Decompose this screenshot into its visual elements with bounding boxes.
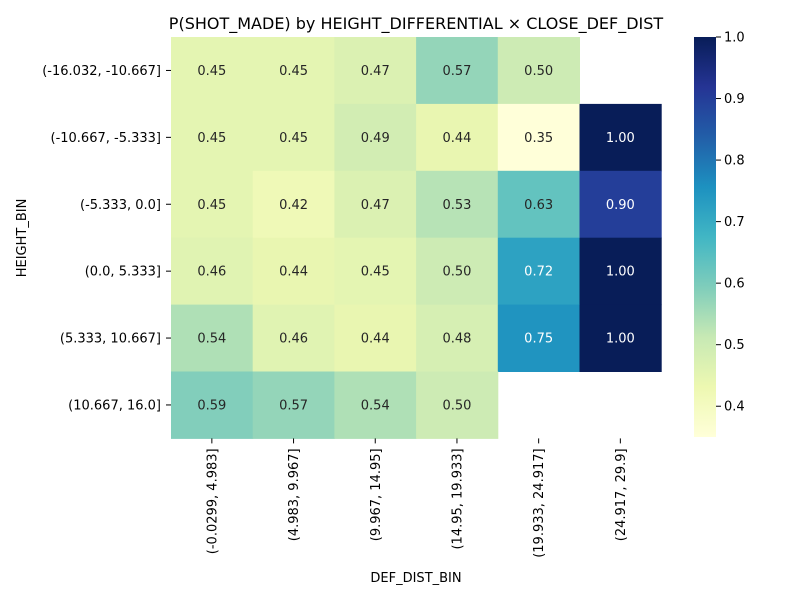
heatmap-cell [497, 304, 580, 372]
y-tick-label: (-10.667, -5.333] [51, 131, 162, 146]
cell-value-label: 0.59 [197, 398, 226, 413]
cell-value-label: 0.47 [361, 64, 390, 79]
cell-value-label: 0.47 [361, 198, 390, 213]
cell-value-label: 0.49 [361, 131, 390, 146]
heatmap-cell [171, 237, 254, 306]
cell-value-label: 0.72 [524, 265, 553, 280]
heatmap-cell [171, 371, 254, 439]
y-tick-label: (-5.333, 0.0] [80, 198, 161, 213]
heatmap-cell [497, 103, 580, 172]
cell-value-label: 0.45 [279, 131, 308, 146]
heatmap-cell [416, 103, 499, 172]
x-tick-label: (9.967, 14.95] [369, 448, 384, 541]
cell-value-label: 0.63 [524, 198, 553, 213]
cell-value-label: 0.50 [442, 265, 471, 280]
cell-value-label: 0.54 [361, 398, 390, 413]
heatmap-cell [252, 103, 335, 172]
colorbar-tick-label: 0.8 [724, 154, 745, 169]
y-tick-label: (-16.032, -10.667] [42, 64, 161, 79]
x-tick-label: (24.917, 29.9] [614, 448, 629, 541]
heatmap-cell [416, 304, 499, 372]
heatmap-cell [579, 304, 662, 372]
heatmap-cell [416, 237, 499, 306]
cell-value-label: 0.57 [442, 64, 471, 79]
x-axis-label: DEF_DIST_BIN [370, 571, 461, 586]
heatmap-cell [334, 237, 417, 306]
cell-value-label: 0.48 [442, 332, 471, 347]
colorbar-tick-label: 0.4 [724, 400, 745, 415]
heatmap-cell [416, 170, 499, 239]
y-tick-label: (0.0, 5.333] [85, 265, 161, 280]
cell-value-label: 0.57 [279, 398, 308, 413]
cell-value-label: 0.44 [442, 131, 471, 146]
y-tick-label: (5.333, 10.667] [60, 332, 161, 347]
colorbar-tick-label: 0.9 [724, 92, 745, 107]
colorbar-tick-label: 0.5 [724, 338, 745, 353]
y-axis-ticks: (-16.032, -10.667] (-10.667, -5.333] (-5.3… [42, 64, 171, 413]
heatmap-cell [497, 170, 580, 239]
heatmap-cell [252, 170, 335, 239]
heatmap-cell [416, 371, 499, 439]
heatmap-cell [171, 37, 254, 105]
colorbar-tick-label: 0.7 [724, 215, 745, 230]
heatmap-cell [497, 37, 580, 105]
cell-value-label: 0.45 [197, 64, 226, 79]
cell-value-label: 0.46 [279, 332, 308, 347]
heatmap-cell [579, 237, 662, 306]
cell-value-label: 0.45 [361, 265, 390, 280]
y-axis-label: HEIGHT_BIN [15, 199, 30, 278]
heatmap-cell [252, 371, 335, 439]
heatmap-cell [416, 37, 499, 105]
cell-value-label: 0.45 [197, 131, 226, 146]
heatmap-cell [171, 170, 254, 239]
cell-value-label: 0.42 [279, 198, 308, 213]
cell-value-label: 0.90 [606, 198, 635, 213]
heatmap-cell [334, 170, 417, 239]
cell-value-label: 1.00 [606, 131, 635, 146]
cell-value-label: 1.00 [606, 332, 635, 347]
cell-value-label: 0.45 [279, 64, 308, 79]
heatmap-cell [579, 170, 662, 239]
heatmap-cell [334, 103, 417, 172]
colorbar: 0.4 0.5 0.6 0.7 0.8 0.9 1.0 [694, 31, 745, 437]
cell-value-label: 0.54 [197, 332, 226, 347]
heatmap-cell [252, 37, 335, 105]
heatmap-cell [252, 304, 335, 372]
y-tick-label: (10.667, 16.0] [68, 398, 161, 413]
heatmap-cell [171, 304, 254, 372]
heatmap-cell [334, 37, 417, 105]
x-tick-label: (14.95, 19.933] [450, 448, 465, 549]
heatmap-cell [171, 103, 254, 172]
cell-value-label: 0.75 [524, 332, 553, 347]
heatmap-cells: 0.45 0.45 0.47 0.57 0.50 0.45 0.45 0.49 0.44 0.35… [171, 37, 662, 439]
cell-value-label: 0.44 [361, 332, 390, 347]
cell-value-label: 1.00 [606, 265, 635, 280]
x-tick-label: (4.983, 9.967] [287, 448, 302, 541]
heatmap-cell [497, 237, 580, 306]
x-axis-ticks: (-0.0299, 4.983] (4.983, 9.967] (9.967, 14… [205, 438, 629, 558]
cell-value-label: 0.45 [197, 198, 226, 213]
cell-value-label: 0.35 [524, 131, 553, 146]
colorbar-tick-label: 0.6 [724, 277, 745, 292]
cell-value-label: 0.50 [442, 398, 471, 413]
heatmap-cell [252, 237, 335, 306]
cell-value-label: 0.50 [524, 64, 553, 79]
heatmap-cell [334, 371, 417, 439]
colorbar-gradient [694, 37, 716, 437]
chart-title: P(SHOT_MADE) by HEIGHT_DIFFERENTIAL × CL… [169, 14, 664, 34]
cell-value-label: 0.53 [442, 198, 471, 213]
colorbar-tick-label: 1.0 [724, 31, 745, 46]
x-tick-label: (-0.0299, 4.983] [205, 448, 220, 554]
heatmap-cell [579, 103, 662, 172]
heatmap-cell [334, 304, 417, 372]
cell-value-label: 0.44 [279, 265, 308, 280]
x-tick-label: (19.933, 24.917] [532, 448, 547, 557]
cell-value-label: 0.46 [197, 265, 226, 280]
